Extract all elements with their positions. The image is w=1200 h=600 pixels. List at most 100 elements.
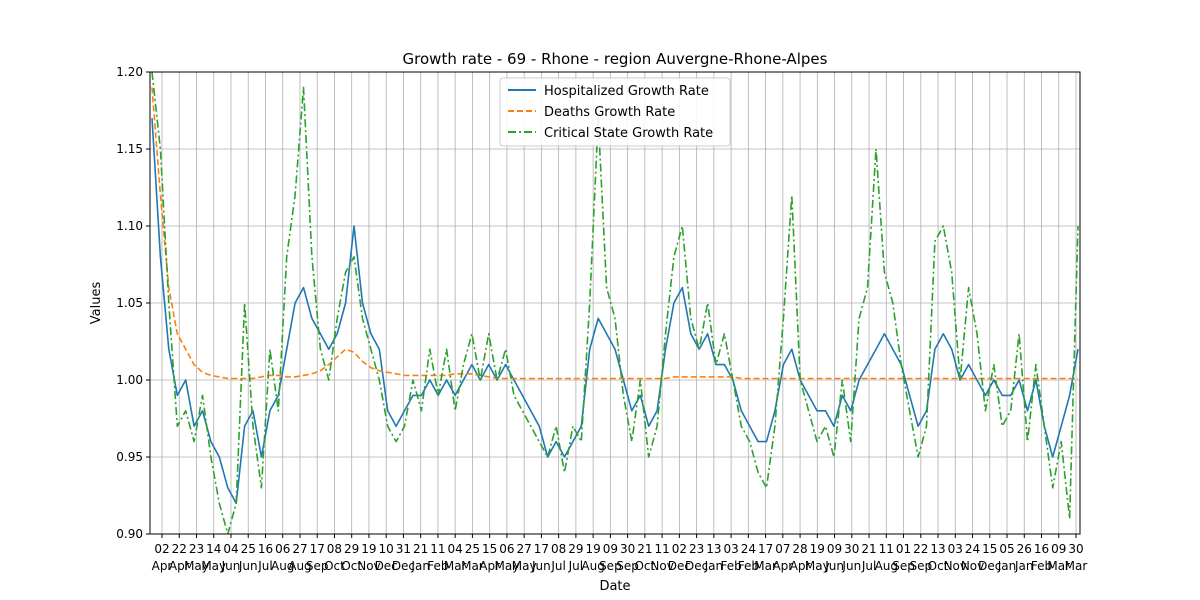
x-tick-label-month: Mar (1047, 559, 1070, 573)
x-tick-label-month: Nov (961, 559, 984, 573)
y-axis-ticks: 0.90 0.95 1.00 1.05 1.10 1.15 1.20 (116, 65, 150, 541)
legend: Hospitalized Growth Rate Deaths Growth R… (499, 77, 731, 147)
x-tick-label-month: Jun (824, 559, 844, 573)
series-lines (151, 72, 1079, 534)
x-tick-label-day: 19 (585, 542, 600, 556)
x-tick-label-day: 22 (172, 542, 187, 556)
x-tick-label-day: 04 (448, 542, 463, 556)
x-tick-label-month: Sep (892, 559, 915, 573)
x-tick-label-month: Nov (944, 559, 967, 573)
x-tick-label-month: Jan (410, 559, 430, 573)
x-tick-label-month: Oct (324, 559, 345, 573)
x-tick-label-month: Aug (875, 559, 898, 573)
x-tick-label-day: 22 (913, 542, 928, 556)
x-tick-label-month: Jun (841, 559, 861, 573)
x-tick-label-day: 19 (810, 542, 825, 556)
x-tick-label-day: 15 (482, 542, 497, 556)
x-tick-label-day: 17 (310, 542, 325, 556)
x-tick-label-month: Apr (152, 559, 173, 573)
x-tick-label-day: 05 (999, 542, 1014, 556)
x-tick-label-month: Jan (1014, 559, 1034, 573)
x-tick-label-day: 26 (1017, 542, 1032, 556)
legend-label-deaths: Deaths Growth Rate (544, 105, 675, 120)
x-axis-ticks: 02Apr22Apr23May14May04Jun25Jun16Jul06Aug… (152, 534, 1087, 573)
x-tick-label-day: 06 (499, 542, 514, 556)
x-tick-label-day: 21 (413, 542, 428, 556)
x-tick-label-month: May (184, 559, 209, 573)
x-tick-label-day: 16 (1034, 542, 1049, 556)
x-tick-label-day: 29 (568, 542, 583, 556)
x-tick-label-month: Dec (978, 559, 1001, 573)
x-tick-label-month: Oct (634, 559, 655, 573)
x-tick-label-day: 10 (379, 542, 394, 556)
x-tick-label-day: 14 (206, 542, 221, 556)
x-tick-label-day: 08 (551, 542, 566, 556)
x-tick-label-month: Nov (650, 559, 673, 573)
x-tick-label-day: 25 (465, 542, 480, 556)
x-tick-label-month: Nov (357, 559, 380, 573)
legend-label-hospitalized: Hospitalized Growth Rate (544, 84, 709, 99)
x-tick-label-month: May (805, 559, 830, 573)
x-tick-label-month: Jul (568, 559, 583, 573)
x-tick-label-day: 30 (620, 542, 635, 556)
chart-title: Growth rate - 69 - Rhone - region Auverg… (403, 50, 828, 68)
series-line-critical (151, 72, 1079, 534)
x-tick-label-month: Oct (341, 559, 362, 573)
x-tick-label-month: Apr (169, 559, 190, 573)
y-tick-label: 0.95 (116, 450, 143, 464)
x-tick-label-month: Jun (221, 559, 241, 573)
x-tick-label-day: 15 (982, 542, 997, 556)
x-tick-label-day: 09 (827, 542, 842, 556)
x-tick-label-month: Jun (531, 559, 551, 573)
x-tick-label-day: 11 (430, 542, 445, 556)
x-tick-label-month: Jun (238, 559, 258, 573)
x-tick-label-day: 23 (189, 542, 204, 556)
y-tick-label: 1.20 (116, 65, 143, 79)
x-tick-label-day: 30 (844, 542, 859, 556)
x-tick-label-month: Mar (444, 559, 467, 573)
y-tick-label: 1.10 (116, 219, 143, 233)
x-tick-label-day: 02 (154, 542, 169, 556)
x-tick-label-month: Mar (461, 559, 484, 573)
x-tick-label-month: Jan (997, 559, 1017, 573)
x-tick-label-day: 13 (706, 542, 721, 556)
x-tick-label-month: Mar (754, 559, 777, 573)
x-tick-label-day: 27 (292, 542, 307, 556)
x-tick-label-month: Jul (257, 559, 272, 573)
x-tick-label-month: Jan (704, 559, 724, 573)
x-tick-label-month: Feb (738, 559, 759, 573)
x-tick-label-month: Dec (392, 559, 415, 573)
x-tick-label-day: 11 (879, 542, 894, 556)
x-tick-label-month: Feb (720, 559, 741, 573)
x-tick-label-month: Feb (427, 559, 448, 573)
x-tick-label-month: Sep (599, 559, 622, 573)
x-tick-label-day: 30 (1068, 542, 1083, 556)
x-tick-label-day: 03 (948, 542, 963, 556)
x-tick-label-day: 01 (896, 542, 911, 556)
x-tick-label-month: Feb (1031, 559, 1052, 573)
x-tick-label-month: Dec (668, 559, 691, 573)
x-tick-label-day: 24 (741, 542, 756, 556)
y-tick-label: 1.05 (116, 296, 143, 310)
y-tick-label: 1.15 (116, 142, 143, 156)
x-tick-label-day: 23 (689, 542, 704, 556)
legend-box (499, 77, 731, 147)
x-tick-label-month: Aug (271, 559, 294, 573)
series-line-deaths (151, 87, 1078, 380)
x-tick-label-day: 07 (775, 542, 790, 556)
x-tick-label-day: 09 (603, 542, 618, 556)
x-tick-label-day: 09 (1051, 542, 1066, 556)
x-tick-label-month: Jul (861, 559, 876, 573)
series-line-hospitalized (151, 118, 1079, 504)
x-tick-label-month: Aug (581, 559, 604, 573)
x-tick-label-month: Apr (790, 559, 811, 573)
x-tick-label-month: Sep (616, 559, 639, 573)
x-tick-label-day: 13 (930, 542, 945, 556)
x-tick-label-day: 31 (396, 542, 411, 556)
x-tick-label-month: Dec (685, 559, 708, 573)
x-tick-label-day: 03 (723, 542, 738, 556)
x-tick-label-day: 08 (327, 542, 342, 556)
x-tick-label-day: 21 (637, 542, 652, 556)
x-tick-label-month: May (201, 559, 226, 573)
